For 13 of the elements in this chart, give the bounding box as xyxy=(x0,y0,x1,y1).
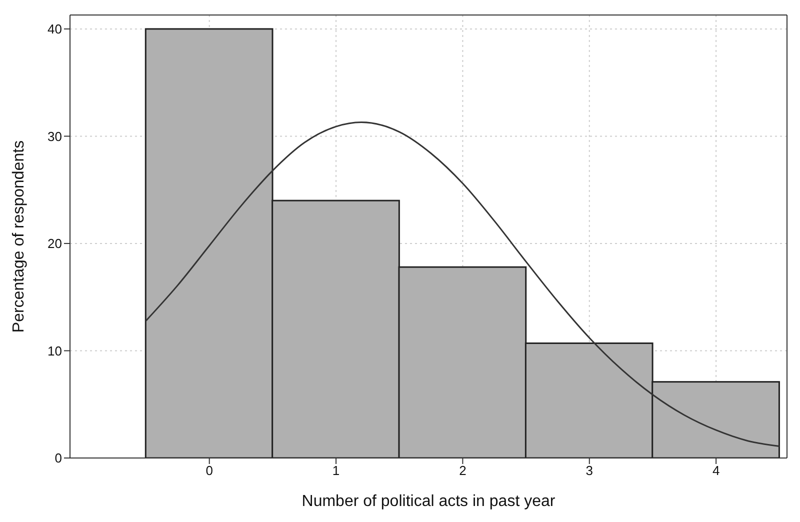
y-tick-label: 20 xyxy=(48,236,62,252)
y-tick-label: 10 xyxy=(48,343,62,358)
line-series xyxy=(145,122,780,447)
x-tick-label: 3 xyxy=(586,463,593,478)
x-tick-label: 4 xyxy=(712,463,720,478)
y-axis-title: Percentage of respondents xyxy=(10,140,28,333)
x-tick-label: 1 xyxy=(332,463,340,478)
y-tick-label: 40 xyxy=(48,22,62,37)
x-axis-title: Number of political acts in past year xyxy=(302,493,556,510)
y-tick-label: 30 xyxy=(48,128,62,144)
x-tick-label: 0 xyxy=(206,463,213,478)
x-tick-label: 2 xyxy=(459,463,466,478)
y-tick-label: 0 xyxy=(54,450,62,466)
